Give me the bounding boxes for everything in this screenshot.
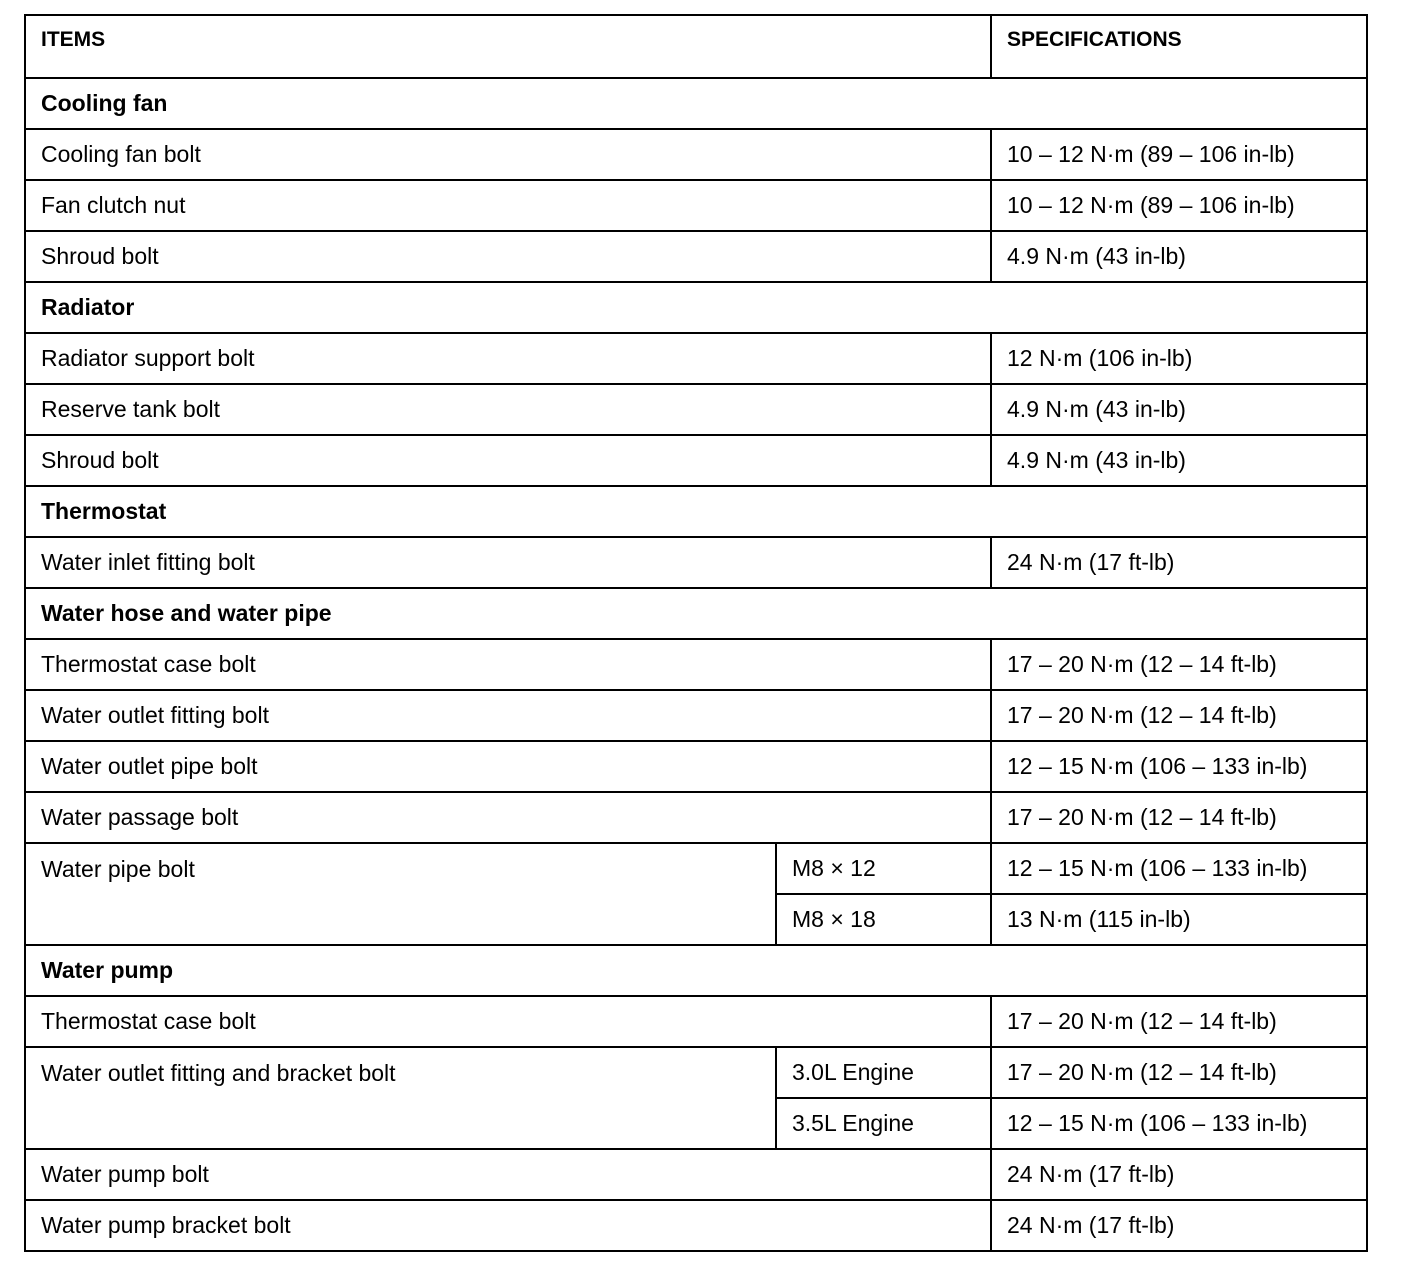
item-name: Thermostat case bolt [23, 638, 993, 691]
item-name: Shroud bolt [23, 434, 993, 487]
item-spec: 10 – 12 N·m (89 – 106 in-lb) [990, 179, 1369, 232]
section-header-row: Radiator [23, 281, 1369, 334]
table-row: Fan clutch nut 10 – 12 N·m (89 – 106 in-l… [23, 179, 1369, 232]
item-name: Water outlet fitting bolt [23, 689, 993, 742]
table-row: Water pump bracket bolt 24 N·m (17 ft-lb) [23, 1199, 1369, 1252]
table-row: Reserve tank bolt 4.9 N·m (43 in-lb) [23, 383, 1369, 436]
item-name: Water pump bracket bolt [23, 1199, 993, 1252]
item-name: Cooling fan bolt [23, 128, 993, 181]
item-spec: 24 N·m (17 ft-lb) [990, 536, 1369, 589]
section-title: Water hose and water pipe [23, 587, 1369, 640]
section-header-row: Water pump [23, 944, 1369, 997]
item-name: Water outlet fitting and bracket bolt [24, 1046, 777, 1150]
item-variant: 3.5L Engine [774, 1097, 993, 1150]
table-row: Water outlet fitting bolt 17 – 20 N·m (12… [23, 689, 1369, 742]
item-name: Thermostat case bolt [23, 995, 993, 1048]
table-row: Thermostat case bolt 17 – 20 N·m (12 – 14… [23, 995, 1369, 1048]
item-name: Reserve tank bolt [23, 383, 993, 436]
item-variant: 3.0L Engine [774, 1046, 993, 1099]
item-spec: 13 N·m (115 in-lb) [990, 893, 1369, 946]
item-spec: 17 – 20 N·m (12 – 14 ft-lb) [990, 995, 1369, 1048]
item-spec: 4.9 N·m (43 in-lb) [990, 434, 1369, 487]
item-name: Water outlet pipe bolt [23, 740, 993, 793]
table-row: Shroud bolt 4.9 N·m (43 in-lb) [23, 434, 1369, 487]
item-name: Fan clutch nut [23, 179, 993, 232]
item-spec: 17 – 20 N·m (12 – 14 ft-lb) [990, 1046, 1369, 1099]
header-items: ITEMS [23, 14, 993, 79]
item-spec: 10 – 12 N·m (89 – 106 in-lb) [990, 128, 1369, 181]
table-row: Thermostat case bolt 17 – 20 N·m (12 – 14… [23, 638, 1369, 691]
item-spec: 12 N·m (106 in-lb) [990, 332, 1369, 385]
table-row: Water passage bolt 17 – 20 N·m (12 – 14 f… [23, 791, 1369, 844]
item-spec: 17 – 20 N·m (12 – 14 ft-lb) [990, 791, 1369, 844]
section-title: Thermostat [23, 485, 1369, 538]
table-row: Water outlet fitting and bracket bolt 3.0… [24, 1046, 1369, 1150]
item-spec: 24 N·m (17 ft-lb) [990, 1199, 1369, 1252]
item-spec: 17 – 20 N·m (12 – 14 ft-lb) [990, 689, 1369, 742]
torque-spec-table: ITEMS SPECIFICATIONS Cooling fan Cooling … [23, 14, 1369, 1252]
item-spec: 24 N·m (17 ft-lb) [990, 1148, 1369, 1201]
table-row: M8 × 18 13 N·m (115 in-lb) [25, 893, 1369, 946]
item-spec: 4.9 N·m (43 in-lb) [990, 383, 1369, 436]
header-specifications: SPECIFICATIONS [990, 14, 1369, 79]
table-row: Shroud bolt 4.9 N·m (43 in-lb) [23, 230, 1369, 283]
section-header-row: Water hose and water pipe [23, 587, 1369, 640]
item-name: Water pump bolt [23, 1148, 993, 1201]
table-row: Water inlet fitting bolt 24 N·m (17 ft-lb… [23, 536, 1369, 589]
item-name: Shroud bolt [23, 230, 993, 283]
item-spec: 12 – 15 N·m (106 – 133 in-lb) [990, 740, 1369, 793]
section-title: Cooling fan [23, 77, 1369, 130]
header-row: ITEMS SPECIFICATIONS [23, 14, 1369, 79]
table-body: ITEMS SPECIFICATIONS Cooling fan Cooling … [23, 14, 1369, 1252]
section-title: Radiator [23, 281, 1369, 334]
item-name: Radiator support bolt [23, 332, 993, 385]
item-spec: 12 – 15 N·m (106 – 133 in-lb) [990, 1097, 1369, 1150]
section-title: Water pump [23, 944, 1369, 997]
section-header-row: Cooling fan [23, 77, 1369, 130]
table-row: Water outlet pipe bolt 12 – 15 N·m (106 –… [23, 740, 1369, 793]
table-row: Cooling fan bolt 10 – 12 N·m (89 – 106 in… [23, 128, 1369, 181]
table-row: Water pump bolt 24 N·m (17 ft-lb) [23, 1148, 1369, 1201]
table-row: 3.5L Engine 12 – 15 N·m (106 – 133 in-lb) [25, 1097, 1369, 1150]
item-variant: M8 × 12 [774, 842, 993, 895]
table-row: Radiator support bolt 12 N·m (106 in-lb) [23, 332, 1369, 385]
item-spec: 4.9 N·m (43 in-lb) [990, 230, 1369, 283]
item-name: Water inlet fitting bolt [23, 536, 993, 589]
section-header-row: Thermostat [23, 485, 1369, 538]
item-name: Water pipe bolt [24, 842, 777, 946]
item-name: Water passage bolt [23, 791, 993, 844]
table-row: Water pipe bolt M8 × 12 12 – 15 N·m (106 –… [24, 842, 1369, 946]
item-variant: M8 × 18 [774, 893, 993, 946]
item-spec: 17 – 20 N·m (12 – 14 ft-lb) [990, 638, 1369, 691]
item-spec: 12 – 15 N·m (106 – 133 in-lb) [990, 842, 1369, 895]
